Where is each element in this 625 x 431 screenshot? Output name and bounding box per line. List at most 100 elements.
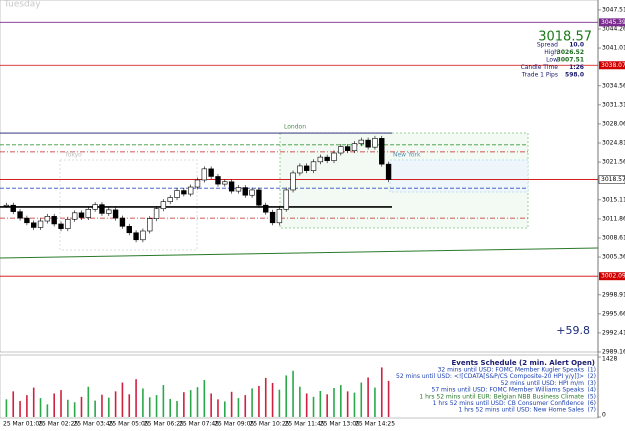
candle <box>10 204 16 212</box>
candle <box>71 212 78 220</box>
volume-bar <box>5 399 8 417</box>
volume-bar <box>39 398 42 417</box>
candle <box>92 204 98 210</box>
candle <box>194 179 201 188</box>
volume-bar <box>223 401 226 417</box>
candle <box>228 181 235 192</box>
price-label-bg <box>599 272 625 281</box>
volume-bar <box>142 388 144 417</box>
x-tick-label: 25 Mar 06:25 <box>144 421 184 428</box>
info-label: Candle Time <box>521 64 559 71</box>
volume-bar <box>148 397 151 417</box>
event-text: 52 mins until USD: HPI m/m <box>501 380 585 387</box>
events-title: Events Schedule (2 min. Alert Open) <box>452 359 596 367</box>
info-label: Spread <box>537 42 558 49</box>
y-tick-label: 2989.16 <box>602 349 625 356</box>
volume-bar <box>107 397 110 417</box>
candle <box>78 212 85 218</box>
price-label: 3018.57 <box>601 176 625 183</box>
y-tick-label: 3041.01 <box>602 45 625 52</box>
volume-bar <box>189 390 192 417</box>
candle <box>160 201 167 210</box>
volume-bar <box>264 377 267 417</box>
event-text: 1 hrs 52 mins until USD: CB Consumer Con… <box>433 400 585 407</box>
candle <box>44 216 51 222</box>
candle <box>187 186 194 195</box>
volume-bar <box>67 399 69 417</box>
price-label-bg <box>599 61 625 70</box>
candle <box>37 220 44 228</box>
candle <box>385 163 392 180</box>
candle <box>358 139 364 144</box>
volume-bar <box>271 382 274 417</box>
info-price: 3018.57 <box>538 30 592 45</box>
candle <box>290 172 296 191</box>
candle <box>331 152 337 161</box>
volume-bar <box>162 385 165 417</box>
volume-bar <box>101 394 103 417</box>
event-index: (3) <box>588 380 597 387</box>
event-text: 1 hrs 52 mins until USD: New Home Sales <box>459 407 584 414</box>
y-tick-label: 3028.06 <box>602 120 625 127</box>
y-tick-label: 3015.11 <box>602 196 625 203</box>
event-index: (7) <box>588 407 597 414</box>
candle <box>283 189 289 210</box>
candle <box>3 204 10 207</box>
volume-bar <box>237 398 240 417</box>
volume-bar <box>128 394 131 417</box>
candle <box>153 208 160 219</box>
candle <box>222 181 228 185</box>
info-value: 3007.51 <box>557 57 584 64</box>
volume-bar <box>299 386 301 417</box>
volume-bar <box>176 401 178 417</box>
volume-bar <box>285 375 288 417</box>
event-text: 1 hrs 52 mins until EUR: Belgian NBB Bus… <box>419 393 584 400</box>
candle <box>324 156 330 161</box>
candle <box>372 138 378 148</box>
x-tick-label: 25 Mar 14:25 <box>355 421 395 428</box>
volume-bar <box>73 402 76 417</box>
volume-bar <box>230 391 233 417</box>
volume-bar <box>305 393 308 417</box>
y-tick-label: 3021.56 <box>602 159 625 166</box>
volume-tick-label: 1428 <box>602 356 617 363</box>
volume-bar <box>183 392 185 417</box>
volume-tick-label: 0 <box>602 412 606 419</box>
volume-bar <box>46 404 49 417</box>
candle <box>235 187 242 192</box>
volume-bar <box>121 382 124 417</box>
candle <box>174 190 180 198</box>
volume-bar <box>135 379 137 417</box>
candle <box>263 204 269 213</box>
volume-bar <box>60 390 62 417</box>
candle <box>58 223 64 229</box>
candle <box>126 226 132 234</box>
volume-bar <box>367 377 369 417</box>
candle <box>256 189 262 206</box>
candle <box>317 156 324 163</box>
volume-bar <box>374 387 376 417</box>
volume-bar <box>380 367 383 417</box>
candle <box>304 165 310 171</box>
candle <box>338 146 344 154</box>
price-label: 3038.07 <box>601 62 625 69</box>
pips-change: +59.8 <box>556 324 590 337</box>
event-text: 52 mins until USD: <![CDATA[S&P/CS Compo… <box>396 373 584 380</box>
candle <box>31 222 37 228</box>
candle <box>140 230 146 241</box>
y-tick-label: 3047.51 <box>602 6 625 13</box>
volume-bar <box>196 387 199 417</box>
volume-bar <box>292 370 294 417</box>
y-tick-label: 3008.61 <box>602 234 625 241</box>
y-tick-label: 3044.26 <box>602 25 625 32</box>
session-label: Tokyo <box>64 152 82 159</box>
x-tick-label: 25 Mar 01:05 <box>3 421 43 428</box>
candle <box>85 209 91 218</box>
event-index: (4) <box>588 387 597 394</box>
x-tick-label: 25 Mar 13:05 <box>320 421 360 428</box>
price-label-bg <box>599 18 625 27</box>
volume-bar <box>203 380 206 417</box>
candle <box>112 209 119 219</box>
candle <box>249 189 255 196</box>
